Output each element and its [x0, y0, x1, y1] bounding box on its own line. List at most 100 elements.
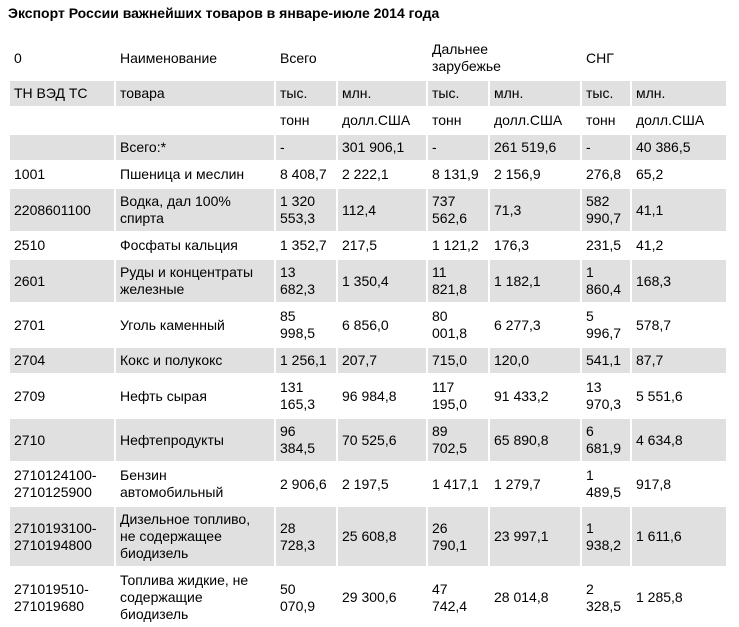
cell-value: 80 001,8 — [432, 308, 468, 341]
cell-code: 2710124100-2710125900 — [14, 467, 97, 500]
table-row: 1001 Пшеница и меслин 8 408,7 2 222,1 8 … — [10, 162, 726, 187]
header-cell-unit: долл.США — [636, 112, 705, 128]
cell-code: 271019510-271019680 — [14, 580, 89, 614]
cell-value: 2 197,5 — [342, 475, 389, 492]
cell-value: 28 014,8 — [494, 589, 549, 605]
cell-name: Нефть сырая — [120, 387, 207, 404]
cell-value: 26 790,1 — [428, 507, 488, 566]
page-title: Экспорт России важнейших товаров в январ… — [8, 5, 440, 21]
cell-value: 6 277,3 — [494, 316, 541, 333]
cell-value: 582 990,7 — [582, 189, 630, 231]
header-cell-unit: тыс. — [582, 81, 630, 106]
header-cell-total-group: Всего — [280, 49, 317, 66]
cell-value: 1 121,2 — [432, 237, 479, 253]
cell-value: 2 222,1 — [342, 166, 389, 182]
table-row: Всего:* - 301 906,1 - 261 519,6 - 40 386… — [10, 135, 726, 160]
cell-value: 131 165,3 — [280, 379, 316, 412]
cell-value: - — [582, 135, 630, 160]
header-cell-cis-group: СНГ — [586, 49, 614, 66]
cell-value: 207,7 — [338, 348, 426, 373]
cell-value: 85 998,5 — [280, 308, 316, 341]
cell-value: 1 279,7 — [494, 475, 541, 492]
cell-value: - — [428, 135, 488, 160]
cell-code: 2710 — [10, 419, 114, 461]
table-row: 2710124100-2710125900 Бензин автомобильн… — [10, 463, 726, 505]
header-cell-unit: млн. — [632, 81, 726, 106]
cell-value: 2 156,9 — [494, 166, 541, 182]
table-row: 2701 Уголь каменный 85 998,5 6 856,0 80 … — [10, 304, 726, 346]
cell-value: 2 328,5 — [586, 580, 622, 614]
cell-value: 70 525,6 — [338, 419, 426, 461]
cell-value: 29 300,6 — [342, 589, 397, 605]
cell-value: 1 417,1 — [432, 475, 479, 492]
cell-value: 41,1 — [632, 189, 726, 231]
cell-value: 1 352,7 — [280, 237, 327, 253]
table-row: 2704 Кокс и полукокс 1 256,1 207,7 715,0… — [10, 348, 726, 373]
cell-code: 2208601100 — [10, 189, 114, 231]
cell-value: 1 611,6 — [632, 507, 726, 566]
cell-value: 737 562,6 — [428, 189, 488, 231]
cell-value: 47 742,4 — [432, 580, 468, 614]
cell-value: 11 821,8 — [428, 260, 488, 302]
header-cell-spacer — [632, 37, 726, 79]
cell-name: Нефтепродукты — [116, 419, 274, 461]
header-cell-code: ТН ВЭД ТС — [10, 81, 114, 106]
cell-value: 1 256,1 — [276, 348, 336, 373]
header-cell-name: товара — [116, 81, 274, 106]
cell-value: 40 386,5 — [632, 135, 726, 160]
header-cell-name-group: Наименование — [120, 49, 218, 66]
cell-value: 4 634,8 — [632, 419, 726, 461]
header-cell-unit: тонн — [586, 112, 616, 128]
cell-value: 231,5 — [586, 237, 622, 253]
cell-name: Всего:* — [116, 135, 274, 160]
cell-value: 1 350,4 — [338, 260, 426, 302]
cell-value: 1 489,5 — [586, 467, 622, 500]
cell-value: 917,8 — [636, 475, 672, 492]
cell-name: Пшеница и меслин — [120, 166, 245, 182]
cell-value: 301 906,1 — [338, 135, 426, 160]
header-cell-code-group: 0 — [14, 49, 22, 66]
header-cell-unit: млн. — [490, 81, 580, 106]
cell-value: 715,0 — [428, 348, 488, 373]
header-row-units-bottom: тонн долл.США тонн долл.США тонн долл.СШ… — [10, 108, 726, 133]
header-cell-unit: долл.США — [494, 112, 563, 128]
cell-value: 13 970,3 — [586, 379, 622, 412]
cell-value: 5 551,6 — [636, 387, 683, 404]
cell-value: 217,5 — [342, 237, 378, 253]
header-row-groups: 0 Наименование Всего Дальнее зарубежье С… — [10, 37, 726, 79]
cell-value: - — [276, 135, 336, 160]
header-cell-unit: тыс. — [276, 81, 336, 106]
table-row: 271019510-271019680 Топлива жидкие, не с… — [10, 568, 726, 627]
cell-value: 50 070,9 — [280, 580, 316, 614]
cell-name: Бензин автомобильный — [120, 467, 224, 500]
cell-name: Топлива жидкие, не содержащие биодизель — [120, 572, 249, 622]
header-cell-empty — [116, 108, 274, 133]
header-cell-far-abroad-group: Дальнее зарубежье — [432, 41, 501, 74]
cell-value: 276,8 — [586, 166, 622, 182]
cell-code: 2701 — [14, 316, 46, 333]
cell-code — [10, 135, 114, 160]
cell-value: 96 984,8 — [342, 387, 397, 404]
header-cell-unit: млн. — [338, 81, 426, 106]
cell-value: 578,7 — [636, 316, 672, 333]
cell-value: 87,7 — [632, 348, 726, 373]
cell-code: 2601 — [10, 260, 114, 302]
table-row: 2208601100 Водка, дал 100% спирта 1 320 … — [10, 189, 726, 231]
cell-value: 176,3 — [494, 237, 530, 253]
header-cell-unit: тонн — [432, 112, 462, 128]
cell-value: 1 320 553,3 — [276, 189, 336, 231]
cell-value: 8 408,7 — [280, 166, 327, 182]
cell-value: 71,3 — [490, 189, 580, 231]
cell-value: 112,4 — [338, 189, 426, 231]
cell-code: 2710193100-2710194800 — [10, 507, 114, 566]
cell-name: Уголь каменный — [120, 316, 225, 333]
cell-value: 1 938,2 — [582, 507, 630, 566]
header-cell-unit: тонн — [280, 112, 310, 128]
cell-name: Кокс и полукокс — [116, 348, 274, 373]
table-row: 2710193100-2710194800 Дизельное топливо,… — [10, 507, 726, 566]
table-row: 2510 Фосфаты кальция 1 352,7 217,5 1 121… — [10, 233, 726, 258]
exports-table: 0 Наименование Всего Дальнее зарубежье С… — [8, 35, 728, 627]
cell-value: 1 285,8 — [636, 589, 683, 605]
cell-value: 28 728,3 — [276, 507, 336, 566]
cell-name: Фосфаты кальция — [120, 237, 238, 253]
